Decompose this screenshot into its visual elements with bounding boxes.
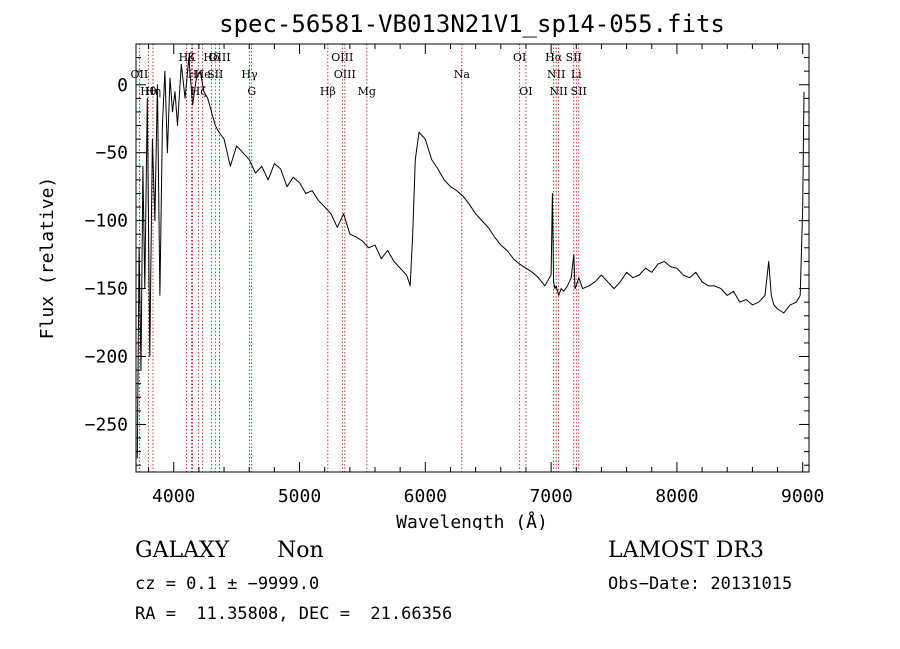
plot-frame — [135, 43, 810, 473]
line-marker-label-9: SII — [207, 68, 223, 81]
object-subclass: Non — [277, 538, 324, 563]
x-tick-label-1: 5000 — [278, 486, 321, 507]
line-marker-label-4: K — [187, 51, 196, 64]
y-tick-label-2: −100 — [85, 211, 128, 232]
chart-title: spec-56581-VB013N21V1_sp14-055.fits — [219, 10, 725, 38]
spectrum-series — [136, 57, 805, 459]
line-marker-label-2: Hη — [145, 85, 161, 98]
y-tick-label-1: −50 — [95, 143, 128, 164]
x-tick-label-5: 9000 — [781, 486, 824, 507]
line-marker-label-17: Na — [454, 68, 471, 81]
line-marker-label-24: Li — [571, 68, 582, 81]
coordinates-readout: RA = 11.35808, DEC = 21.66356 — [135, 604, 453, 624]
line-marker-label-12: G — [247, 85, 256, 98]
line-marker-label-11: Hγ — [241, 68, 258, 81]
line-marker-label-20: Hα — [545, 51, 563, 64]
line-marker-label-13: Hβ — [320, 85, 336, 98]
line-marker-label-5: H — [188, 68, 198, 81]
line-marker-label-15: OIII — [334, 68, 356, 81]
x-axis: 4000 5000 6000 7000 8000 9000 — [148, 44, 824, 507]
line-marker-label-7: He — [195, 68, 211, 81]
line-marker-label-18: OI — [513, 51, 526, 64]
line-marker-label-10: OIII — [208, 51, 230, 64]
observation-date: Obs−Date: 20131015 — [608, 574, 793, 594]
line-marker-label-21: NII — [547, 68, 565, 81]
line-marker-label-23: SII — [566, 51, 582, 64]
y-tick-label-5: −250 — [85, 414, 128, 435]
survey-name: LAMOST DR3 — [608, 538, 764, 563]
y-axis-label: Flux (relative) — [37, 177, 58, 340]
x-tick-label-0: 4000 — [152, 486, 195, 507]
spectrum-chart: spec-56581-VB013N21V1_sp14-055.fits OII H… — [37, 10, 824, 530]
y-axis: 0 −50 −100 −150 −200 −250 — [85, 57, 809, 466]
spectrum-line — [136, 57, 805, 459]
x-tick-label-3: 7000 — [529, 486, 572, 507]
line-marker-label-1: Hθ — [140, 85, 157, 98]
line-marker-label-3: Hβ — [179, 51, 195, 64]
line-marker-label-22: NII — [550, 85, 568, 98]
line-marker-label-0: OII — [131, 68, 149, 81]
line-marker-label-14: OIII — [331, 51, 353, 64]
y-tick-label-0: 0 — [117, 75, 128, 96]
line-marker-label-19: OI — [519, 85, 532, 98]
line-marker-label-16: Mg — [358, 85, 376, 98]
y-tick-label-4: −200 — [85, 347, 128, 368]
line-marker-label-8: Hδ — [203, 51, 220, 64]
x-tick-label-2: 6000 — [404, 486, 447, 507]
object-class: GALAXY — [135, 538, 230, 563]
x-axis-label: Wavelength (Å) — [396, 511, 548, 530]
y-tick-label-3: −150 — [85, 279, 128, 300]
redshift-readout: cz = 0.1 ± −9999.0 — [135, 574, 320, 594]
x-tick-label-4: 8000 — [655, 486, 698, 507]
line-marker-label-25: SII — [571, 85, 587, 98]
